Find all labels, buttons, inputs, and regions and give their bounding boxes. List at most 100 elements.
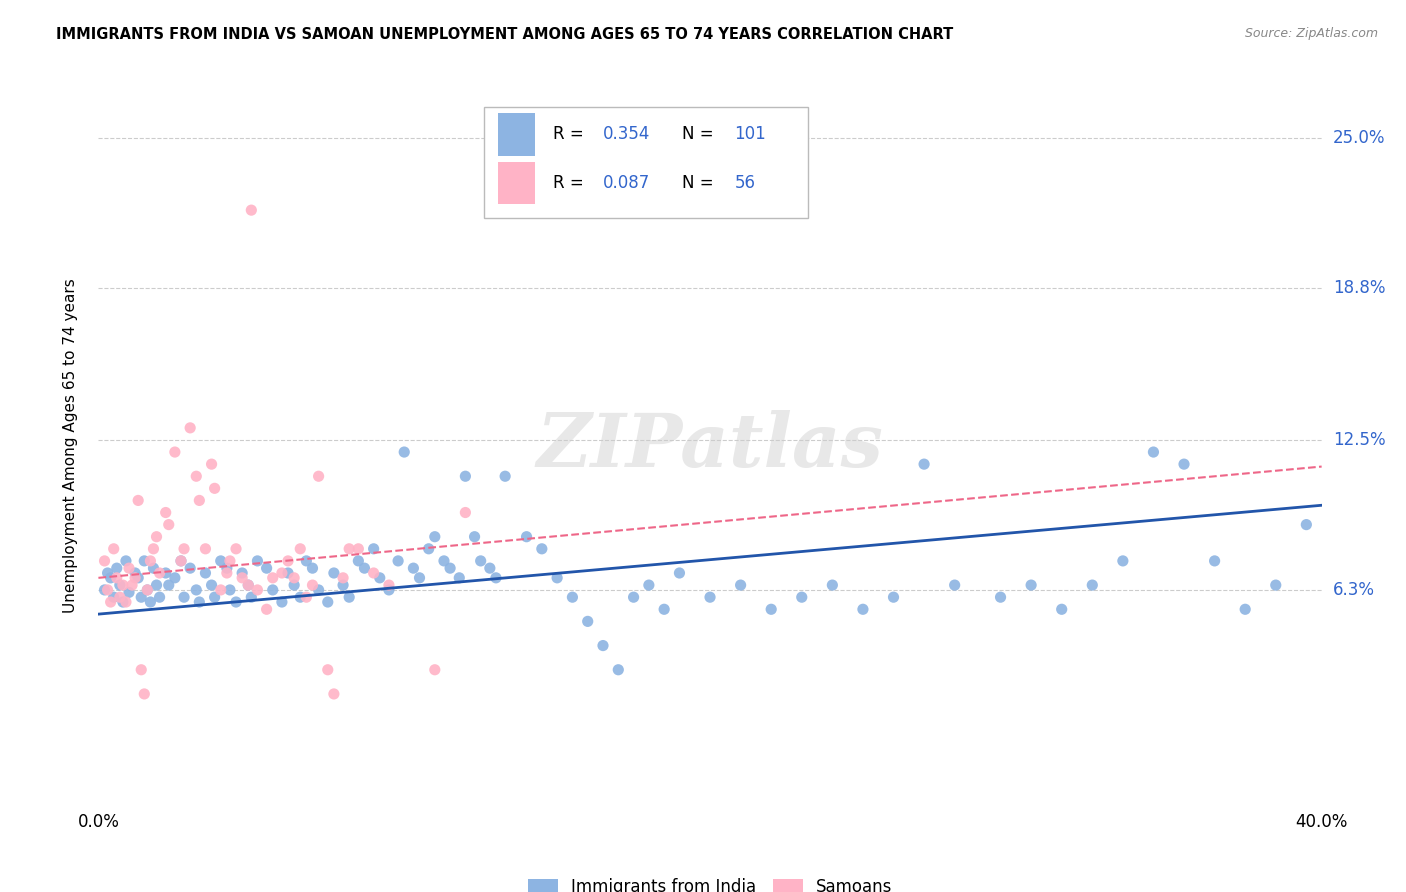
Point [219,554,242,568]
Point [1142,445,1164,459]
Legend: Immigrants from India, Samoans: Immigrants from India, Samoans [522,871,898,892]
Point [157,578,180,592]
Bar [498,161,536,204]
Point [607,663,630,677]
Point [111,578,134,592]
Point [118,561,141,575]
Text: 101: 101 [734,125,766,144]
Point [246,554,269,568]
Point [301,578,323,592]
Point [103,590,125,604]
Point [433,554,456,568]
Point [231,566,253,580]
Point [308,582,330,597]
Point [464,530,486,544]
Point [139,554,162,568]
Point [912,457,935,471]
Point [1173,457,1195,471]
Text: 6.3%: 6.3% [1333,581,1375,599]
Point [118,585,141,599]
Point [155,506,177,520]
Point [111,595,134,609]
Point [246,582,269,597]
Point [387,554,409,568]
Point [322,566,344,580]
Point [209,554,232,568]
Point [623,590,645,604]
Point [173,541,195,556]
Point [730,578,752,592]
Point [124,566,146,580]
Point [1112,554,1135,568]
Point [200,457,222,471]
Point [295,590,318,604]
Point [134,687,156,701]
Text: 0.087: 0.087 [602,174,650,192]
Point [378,578,401,592]
Point [240,590,263,604]
Point [943,578,966,592]
Point [402,561,425,575]
Point [478,561,501,575]
Point [100,595,122,609]
Point [105,561,128,575]
Point [546,571,568,585]
Point [392,445,416,459]
Point [308,469,330,483]
Point [97,582,120,597]
Point [423,663,446,677]
Point [108,578,131,592]
Point [129,663,152,677]
Point [136,582,159,597]
Point [215,566,238,580]
Point [516,530,538,544]
Point [145,530,167,544]
Text: R =: R = [554,174,589,192]
Point [149,566,172,580]
Point [134,554,156,568]
Text: 0.354: 0.354 [602,125,650,144]
Point [408,571,430,585]
Point [186,469,208,483]
Text: R =: R = [554,125,589,144]
Point [790,590,813,604]
Point [990,590,1012,604]
Point [139,595,162,609]
Point [93,554,115,568]
Point [418,541,440,556]
Point [277,554,299,568]
Bar [498,113,536,156]
Point [283,571,305,585]
Point [179,421,201,435]
Point [530,541,553,556]
Point [337,541,360,556]
Point [1264,578,1286,592]
Point [127,571,149,585]
Point [449,571,471,585]
Point [561,590,583,604]
Point [454,506,477,520]
Point [316,595,339,609]
Y-axis label: Unemployment Among Ages 65 to 74 years: Unemployment Among Ages 65 to 74 years [63,278,77,614]
Point [145,578,167,592]
Point [637,578,661,592]
Point [270,595,292,609]
Point [204,590,226,604]
Point [204,481,226,495]
Point [225,595,247,609]
Point [652,602,675,616]
Point [105,571,128,585]
Point [215,561,238,575]
Text: N =: N = [682,174,718,192]
Point [194,566,217,580]
Point [188,493,211,508]
Point [200,578,222,592]
Point [316,663,339,677]
Point [301,561,323,575]
Point [142,561,165,575]
Point [668,566,690,580]
Point [378,582,401,597]
Point [108,590,131,604]
Point [423,530,446,544]
Point [170,554,193,568]
